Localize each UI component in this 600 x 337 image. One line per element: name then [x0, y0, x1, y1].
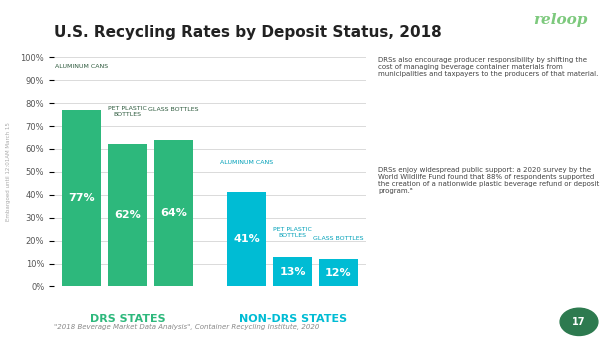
Text: DRSs also encourage producer responsibility by shifting the cost of managing bev: DRSs also encourage producer responsibil…: [378, 57, 598, 77]
Text: 13%: 13%: [280, 267, 306, 277]
Text: DRS STATES: DRS STATES: [89, 314, 165, 324]
Text: 12%: 12%: [325, 268, 352, 278]
Text: 62%: 62%: [114, 210, 141, 220]
Text: 17: 17: [572, 317, 586, 327]
Bar: [62, 110, 101, 286]
Bar: [154, 140, 193, 286]
Text: 41%: 41%: [233, 235, 260, 244]
Bar: [227, 192, 266, 286]
Text: GLASS BOTTLES: GLASS BOTTLES: [148, 107, 199, 112]
Text: DRSs enjoy widespread public support: a 2020 survey by the World Wildlife Fund f: DRSs enjoy widespread public support: a …: [378, 167, 599, 194]
Text: 64%: 64%: [160, 208, 187, 218]
Bar: [273, 257, 312, 286]
Text: GLASS BOTTLES: GLASS BOTTLES: [313, 236, 364, 241]
Circle shape: [560, 308, 598, 336]
Text: U.S. Recycling Rates by Deposit Status, 2018: U.S. Recycling Rates by Deposit Status, …: [54, 25, 442, 40]
Text: PET PLASTIC
BOTTLES: PET PLASTIC BOTTLES: [108, 106, 147, 117]
Text: Introduction: Introduction: [12, 14, 88, 27]
Text: "2018 Beverage Market Data Analysis", Container Recycling Institute, 2020: "2018 Beverage Market Data Analysis", Co…: [54, 324, 319, 330]
Bar: [319, 259, 358, 286]
Text: NON-DRS STATES: NON-DRS STATES: [239, 314, 347, 324]
Text: ALUMINUM CANS: ALUMINUM CANS: [55, 64, 108, 69]
Text: reloop: reloop: [533, 13, 588, 27]
Text: Embargoed until 12:01AM March 15: Embargoed until 12:01AM March 15: [7, 122, 11, 221]
Text: PET PLASTIC
BOTTLES: PET PLASTIC BOTTLES: [273, 227, 312, 238]
Text: ALUMINUM CANS: ALUMINUM CANS: [220, 160, 273, 165]
Text: 77%: 77%: [68, 193, 95, 203]
Bar: [108, 144, 147, 286]
